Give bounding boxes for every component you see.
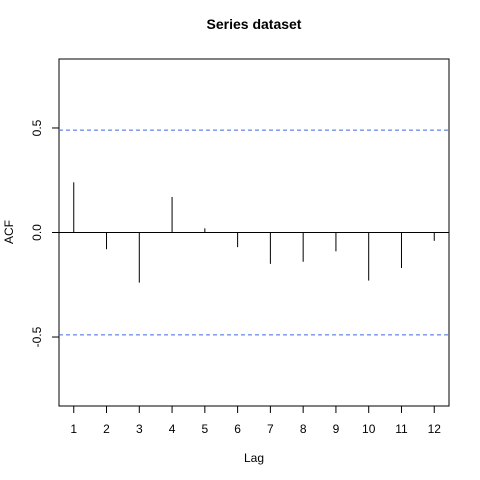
- y-tick-label-1: 0.0: [30, 224, 44, 241]
- y-axis-label: ACF: [2, 220, 16, 244]
- y-tick-label-0: -0.5: [30, 326, 44, 347]
- chart-title: Series dataset: [207, 16, 302, 32]
- y-tick-label-2: 0.5: [30, 119, 44, 136]
- x-tick-label-5: 5: [201, 422, 208, 436]
- x-tick-label-1: 1: [70, 422, 77, 436]
- x-tick-label-2: 2: [103, 422, 110, 436]
- x-tick-label-7: 7: [267, 422, 274, 436]
- x-axis-label: Lag: [244, 451, 264, 465]
- x-tick-label-4: 4: [169, 422, 176, 436]
- x-tick-label-11: 11: [395, 422, 408, 436]
- x-tick-label-10: 10: [362, 422, 376, 436]
- x-tick-label-3: 3: [136, 422, 143, 436]
- plot-area: 1 2 3 4 5 6 7 8 9 10 11 12-0.50.00.5: [30, 58, 450, 436]
- x-tick-label-9: 9: [333, 422, 340, 436]
- x-tick-label-12: 12: [428, 422, 442, 436]
- x-tick-label-6: 6: [234, 422, 241, 436]
- x-tick-label-8: 8: [300, 422, 307, 436]
